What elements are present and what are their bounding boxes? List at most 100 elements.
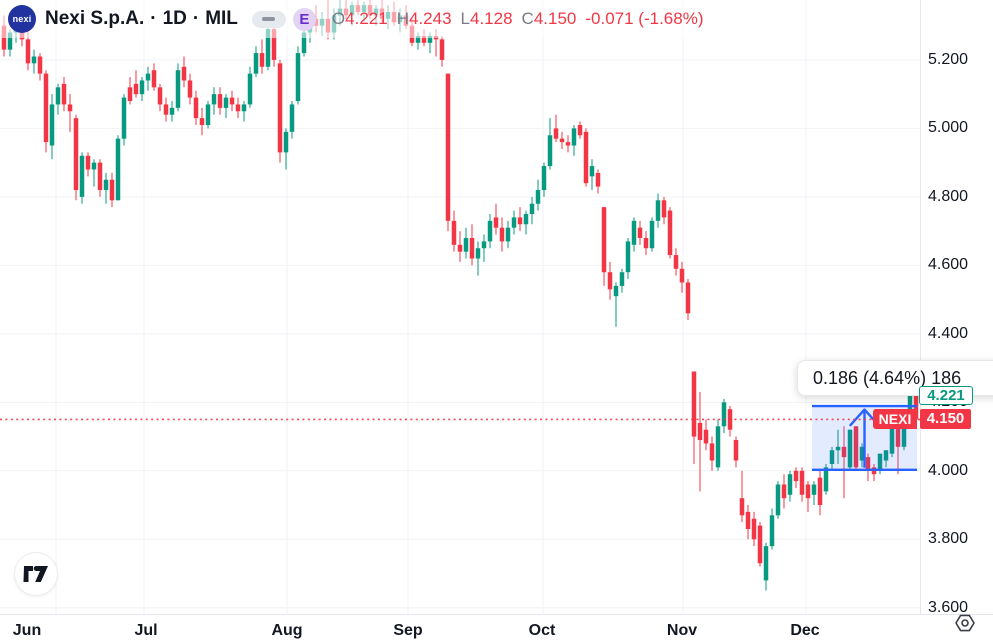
- candle-body: [757, 525, 763, 564]
- gear-icon: [955, 614, 975, 632]
- candle-body: [247, 73, 253, 105]
- candle-body: [463, 237, 469, 252]
- nexi-logo-icon: nexi: [8, 5, 36, 33]
- candle-body: [799, 470, 805, 495]
- candle-body: [709, 443, 715, 461]
- title-separator: ·: [150, 8, 157, 29]
- symbol-price-tag[interactable]: NEXI: [873, 409, 917, 430]
- candle-body: [745, 511, 751, 530]
- candle-body: [169, 107, 175, 115]
- candle-body: [811, 484, 817, 495]
- candle-body: [883, 450, 889, 461]
- candle-body: [445, 73, 451, 221]
- change-value: -0.071 (-1.68%): [585, 9, 704, 28]
- month-tick-label: Oct: [528, 622, 556, 639]
- candle-body: [895, 426, 901, 447]
- candle-body: [565, 142, 571, 146]
- candle-body: [487, 220, 493, 242]
- candle-body: [793, 470, 799, 482]
- candle-body: [865, 457, 871, 471]
- candle-body: [139, 80, 145, 95]
- candle-body: [685, 282, 691, 314]
- candle-body: [847, 429, 853, 468]
- candle-body: [595, 172, 601, 187]
- candle-body: [55, 87, 61, 105]
- price-tick-label: 5.000: [928, 119, 969, 137]
- price-tick-label: 4.000: [928, 461, 969, 479]
- candle-body: [31, 56, 37, 64]
- candle-body: [637, 227, 643, 238]
- candle-body: [43, 73, 49, 143]
- candle-body: [61, 83, 67, 105]
- price-tick-label: 3.800: [928, 530, 969, 548]
- symbol-title[interactable]: Nexi S.p.A. · 1D · MIL: [45, 8, 238, 30]
- candle-body: [439, 39, 445, 60]
- candle-body: [841, 446, 847, 458]
- candle-body: [271, 29, 277, 60]
- exchange-name: MIL: [205, 8, 238, 29]
- candle-body: [49, 104, 55, 146]
- measure-tooltip-text: 0.186 (4.64%) 186: [813, 368, 962, 388]
- candle-body: [289, 104, 295, 132]
- price-level-label[interactable]: 4.221: [919, 385, 973, 405]
- month-tick-label: Sep: [393, 622, 423, 639]
- candle-body: [499, 227, 505, 242]
- candle-body: [481, 241, 487, 249]
- candle-body: [577, 124, 583, 136]
- candle-body: [97, 162, 103, 191]
- candle-body: [85, 155, 91, 170]
- candle-body: [613, 285, 619, 297]
- candle-body: [37, 56, 43, 74]
- candle-body: [451, 220, 457, 245]
- candle-body: [151, 70, 157, 88]
- candle-body: [511, 217, 517, 228]
- candle-body: [121, 97, 127, 139]
- ohlc-value: 4.150: [533, 9, 577, 28]
- candle-body: [805, 484, 811, 499]
- candle-body: [769, 515, 775, 547]
- candle-body: [145, 73, 151, 81]
- candle-body: [907, 395, 913, 423]
- candle-body: [259, 53, 265, 67]
- candle-body: [583, 131, 589, 184]
- candle-body: [193, 97, 199, 119]
- legend-visibility-toggle[interactable]: [251, 10, 286, 28]
- candle-body: [763, 546, 769, 581]
- candle-body: [223, 97, 229, 108]
- candle-body: [691, 371, 697, 437]
- candlestick-chart-canvas[interactable]: [0, 0, 993, 615]
- candle-body: [859, 446, 865, 461]
- candle-body: [715, 426, 721, 468]
- candle-body: [457, 244, 463, 252]
- candle-body: [283, 131, 289, 153]
- candle-body: [217, 94, 223, 108]
- title-separator: ·: [192, 8, 200, 29]
- candle-body: [535, 190, 541, 204]
- nexi-logo-text: nexi: [12, 14, 32, 24]
- candle-body: [571, 128, 577, 146]
- delayed-data-badge[interactable]: E: [292, 7, 316, 31]
- tradingview-logo-icon: [23, 566, 48, 582]
- candle-body: [415, 35, 421, 43]
- candle-body: [601, 207, 607, 273]
- candle-body: [739, 498, 745, 516]
- current-price-label: 4.150: [920, 409, 971, 430]
- candle-body: [889, 422, 895, 454]
- candle-body: [427, 35, 433, 43]
- candle-body: [505, 227, 511, 242]
- candle-body: [79, 155, 85, 197]
- candle-body: [703, 429, 709, 444]
- ohlc-key: L: [460, 9, 470, 28]
- ohlc-key: C: [521, 9, 534, 28]
- candle-body: [589, 166, 595, 177]
- candle-body: [421, 35, 427, 43]
- candle-body: [469, 237, 475, 259]
- candle-body: [277, 63, 283, 153]
- axis-settings-gear-icon[interactable]: [953, 612, 977, 634]
- candle-body: [541, 166, 547, 191]
- candle-body: [199, 118, 205, 125]
- candle-body: [295, 53, 301, 102]
- tradingview-logo[interactable]: [14, 552, 58, 596]
- month-tick-label: Dec: [790, 622, 820, 639]
- candle-body: [91, 162, 97, 170]
